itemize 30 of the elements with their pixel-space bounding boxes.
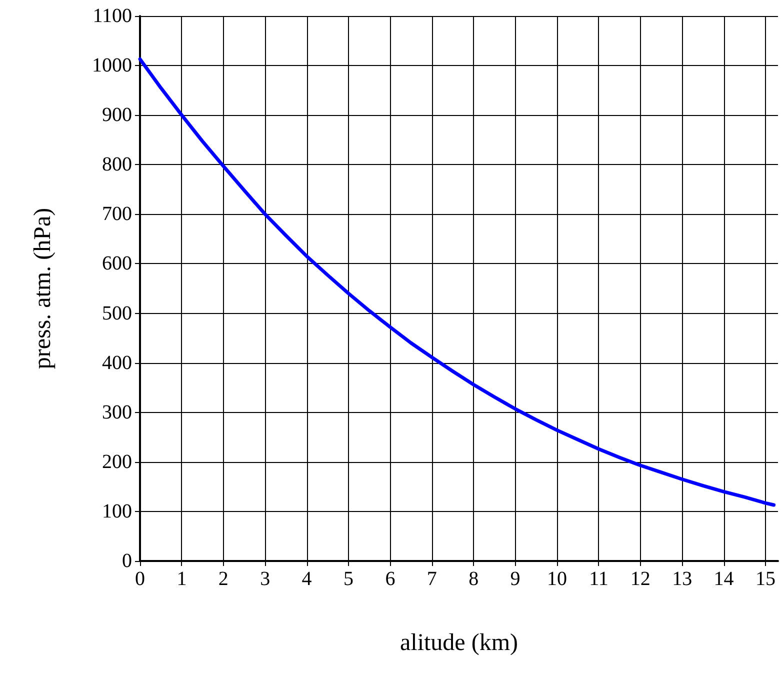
x-tick-label: 5: [343, 568, 354, 590]
y-axis-title: press. atm. (hPa): [30, 208, 56, 370]
x-tick-label: 3: [260, 568, 270, 590]
y-tick-label: 0: [122, 550, 132, 572]
x-tick-label: 14: [714, 568, 734, 590]
y-tick-label: 100: [102, 500, 132, 522]
y-tick-label: 600: [102, 252, 132, 275]
x-tick-label: 10: [546, 568, 567, 590]
y-tick-label: 900: [102, 104, 132, 126]
x-tick-label: 1: [176, 568, 187, 590]
y-tick-label: 1000: [92, 54, 132, 77]
x-tick-label: 4: [302, 568, 312, 590]
y-tick-label: 200: [102, 450, 132, 473]
y-tick-label: 300: [102, 401, 132, 424]
x-tick-label: 8: [468, 568, 479, 590]
y-tick-label: 700: [102, 203, 132, 226]
x-tick-label: 6: [385, 568, 396, 590]
line-series: [138, 57, 776, 507]
x-tick-label: 7: [426, 568, 437, 590]
x-tick-label: 13: [672, 568, 692, 590]
x-tick-label: 2: [218, 568, 228, 590]
y-tick-label: 800: [102, 154, 132, 176]
x-tick-label: 15: [755, 568, 776, 590]
y-tick-label: 400: [102, 352, 132, 374]
x-tick-label: 11: [589, 568, 608, 590]
x-tick-label: 9: [510, 568, 520, 590]
x-tick-label: 12: [630, 568, 650, 590]
y-tick-label: 500: [102, 302, 132, 324]
x-axis-title: alitude (km): [400, 630, 518, 656]
y-tick-label: 1100: [92, 5, 132, 27]
